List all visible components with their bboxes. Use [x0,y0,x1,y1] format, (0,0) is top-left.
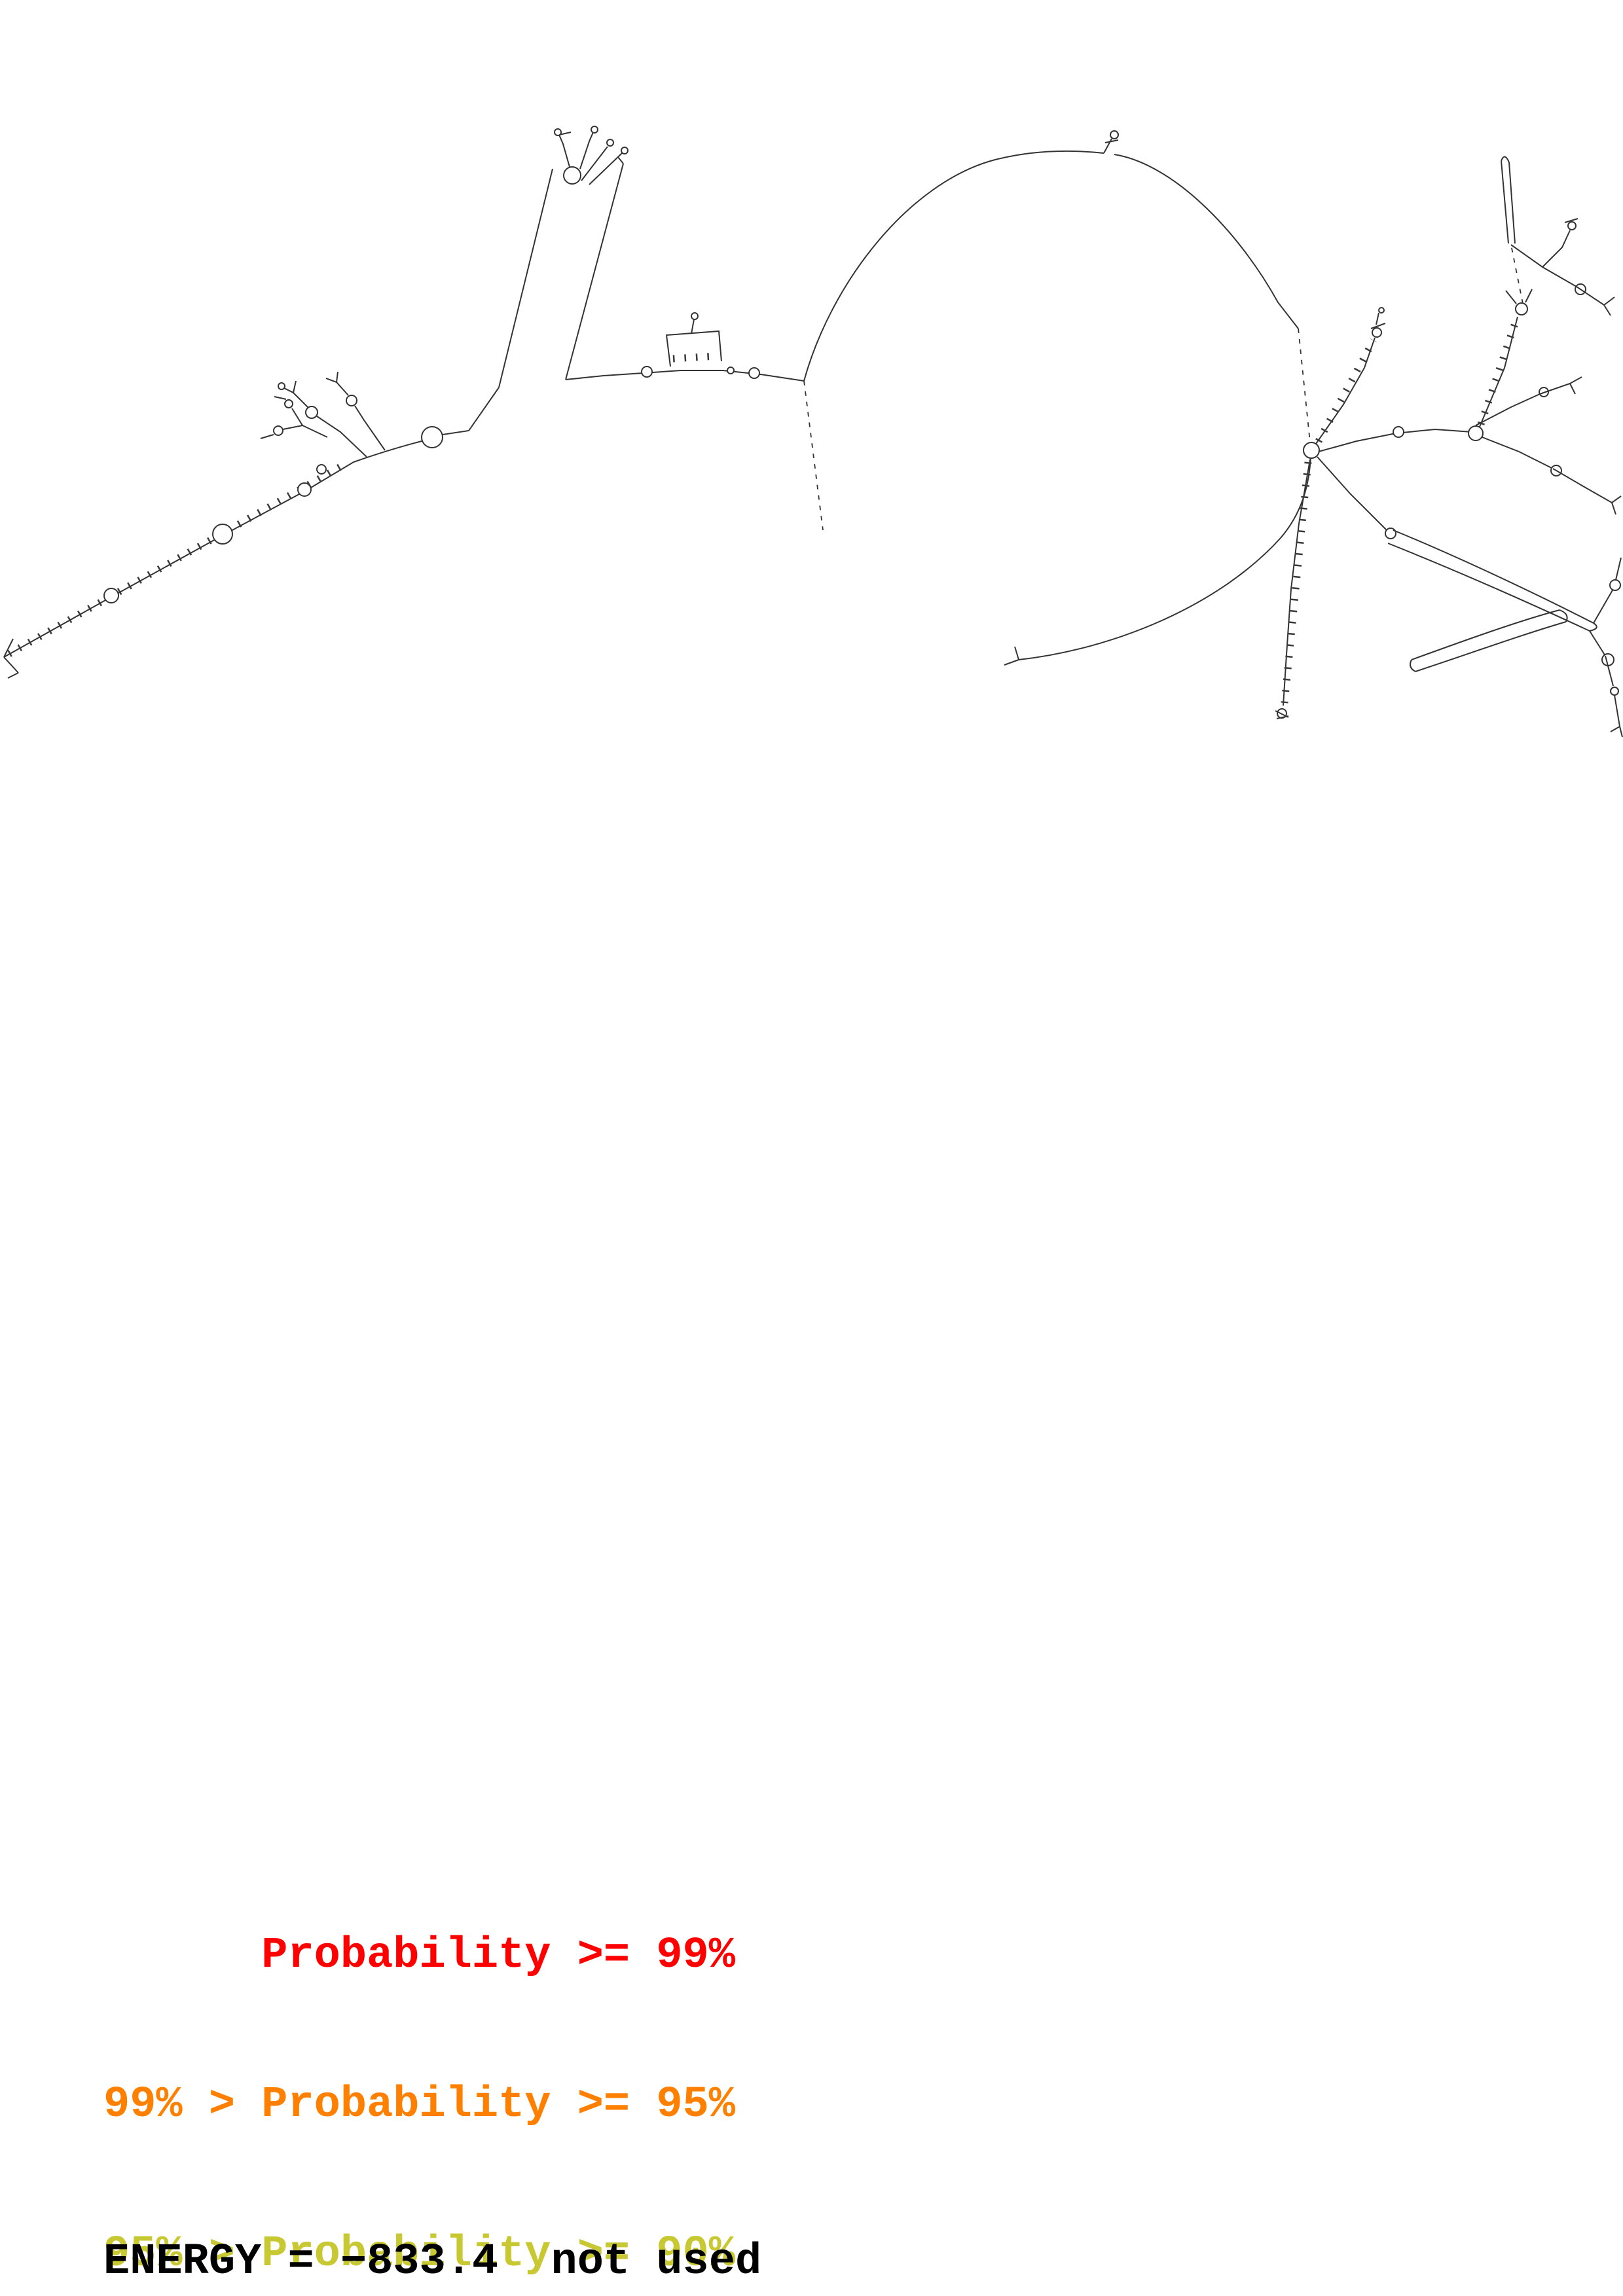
legend-item-p99: Probability >= 99% [103,1931,735,1981]
energy-label: ENERGY = −833.4 not used [103,2237,762,2287]
rna-exterior-loop [803,130,1311,666]
legend-item-p90: 95% > Probability >= 90% [103,2229,735,2279]
rna-bottom-right-branches [1275,456,1623,738]
rna-right-multiloop [1303,307,1622,515]
probability-legend: Probability >= 99% 99% > Probability >= … [103,1831,735,2296]
legend-item-p95: 99% > Probability >= 95% [103,2080,735,2130]
rna-long-helix [498,163,624,388]
rna-left-arm-helix [3,461,354,679]
rna-top-right-branches [1477,156,1615,427]
rna-mid-chain [565,312,805,382]
rna-left-hairpin-cluster [260,371,500,463]
rna-structure-diagram [3,126,1623,738]
rna-top-hairpin-cluster [554,126,629,185]
